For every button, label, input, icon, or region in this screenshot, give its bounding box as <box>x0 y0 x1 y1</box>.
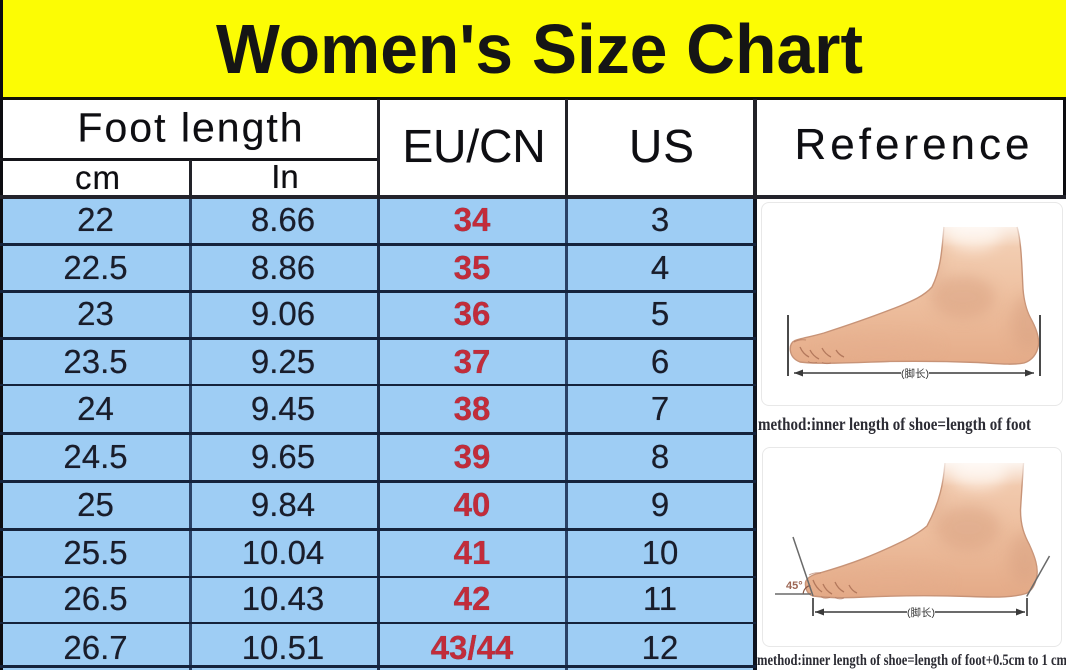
svg-text:(脚长): (脚长) <box>901 367 929 380</box>
svg-text:(脚长): (脚长) <box>907 606 935 619</box>
svg-text:45°: 45° <box>786 580 803 592</box>
